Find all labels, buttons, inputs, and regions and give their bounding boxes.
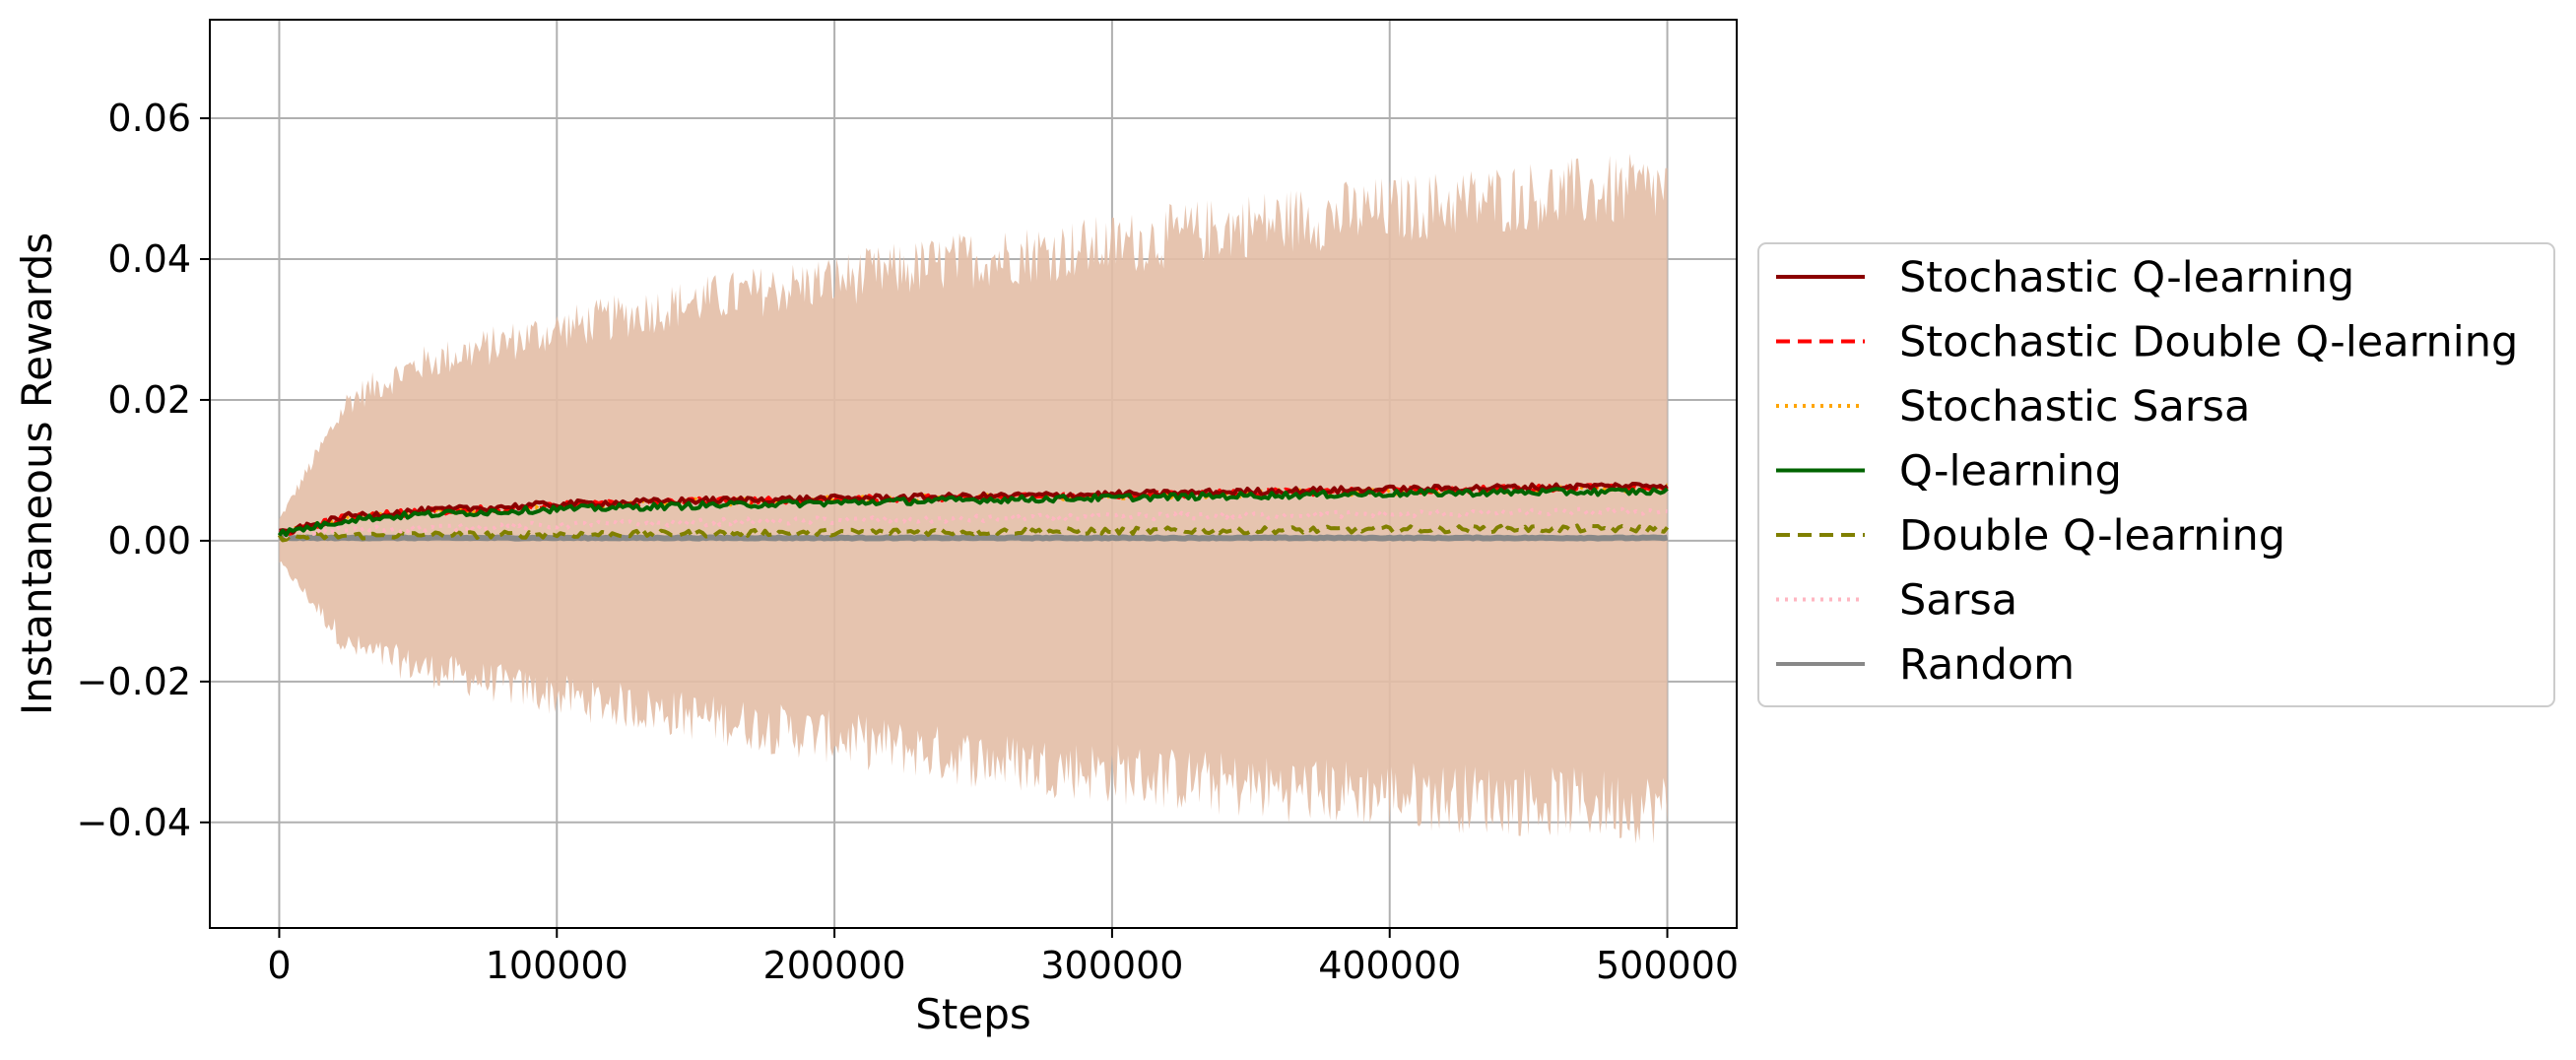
x-axis-ticks: 0 100000 200000 300000 400000 500000 xyxy=(267,928,1739,987)
y-axis-ticks: −0.04 −0.02 0.00 0.02 0.04 0.06 xyxy=(77,97,210,844)
x-tick-label: 400000 xyxy=(1318,944,1461,987)
plot-frame xyxy=(209,19,1738,929)
y-tick-label: 0.02 xyxy=(107,378,191,422)
legend: Stochastic Q-learning Stochastic Double Q… xyxy=(1757,242,2555,707)
y-axis-label: Instantaneous Rewards xyxy=(13,232,61,715)
x-axis-label: Steps xyxy=(915,990,1031,1038)
series-line-random xyxy=(279,534,1669,542)
legend-label: Sarsa xyxy=(1899,576,2017,626)
series-line-double-q-learning xyxy=(277,523,1670,543)
legend-label: Double Q-learning xyxy=(1899,511,2285,561)
y-tick-label: 0.06 xyxy=(107,97,191,140)
y-tick-label: −0.04 xyxy=(77,801,191,844)
legend-label: Stochastic Sarsa xyxy=(1899,382,2250,431)
x-tick-label: 300000 xyxy=(1040,944,1183,987)
y-tick-label: 0.00 xyxy=(107,519,191,563)
legend-label: Stochastic Q-learning xyxy=(1899,253,2354,302)
x-tick-label: 0 xyxy=(267,944,291,987)
legend-label: Random xyxy=(1899,640,2075,690)
series-line-q-learning xyxy=(277,487,1669,538)
series-lines xyxy=(277,482,1670,543)
legend-label: Stochastic Double Q-learning xyxy=(1899,318,2518,367)
x-tick-label: 200000 xyxy=(763,944,906,987)
x-tick-label: 100000 xyxy=(486,944,628,987)
y-tick-label: −0.02 xyxy=(77,660,191,703)
legend-frame xyxy=(1757,242,2555,707)
x-tick-label: 500000 xyxy=(1596,944,1739,987)
legend-label: Q-learning xyxy=(1899,447,2122,497)
y-tick-label: 0.04 xyxy=(107,237,191,281)
